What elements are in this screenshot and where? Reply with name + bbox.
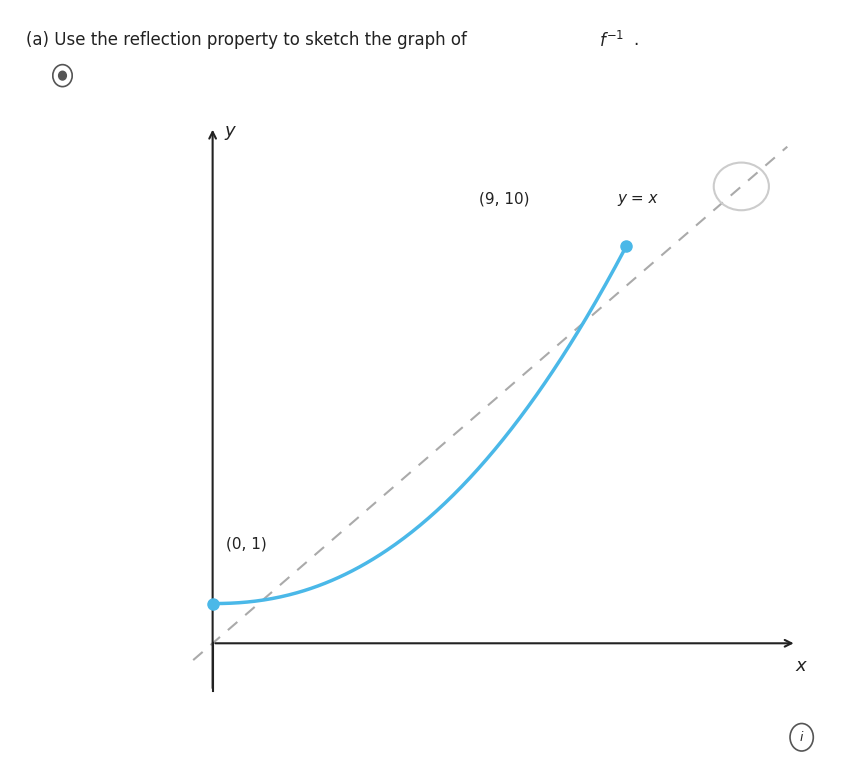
Text: .: .	[633, 31, 638, 49]
Text: x: x	[795, 657, 805, 675]
Text: y: y	[224, 121, 234, 140]
Text: $f^{-1}$: $f^{-1}$	[598, 31, 623, 50]
Text: y = x: y = x	[616, 191, 657, 206]
Text: (0, 1): (0, 1)	[226, 537, 267, 552]
Circle shape	[59, 71, 66, 80]
Text: i: i	[799, 730, 802, 744]
Text: (9, 10): (9, 10)	[479, 191, 530, 206]
Text: (a) Use the reflection property to sketch the graph of: (a) Use the reflection property to sketc…	[26, 31, 472, 49]
